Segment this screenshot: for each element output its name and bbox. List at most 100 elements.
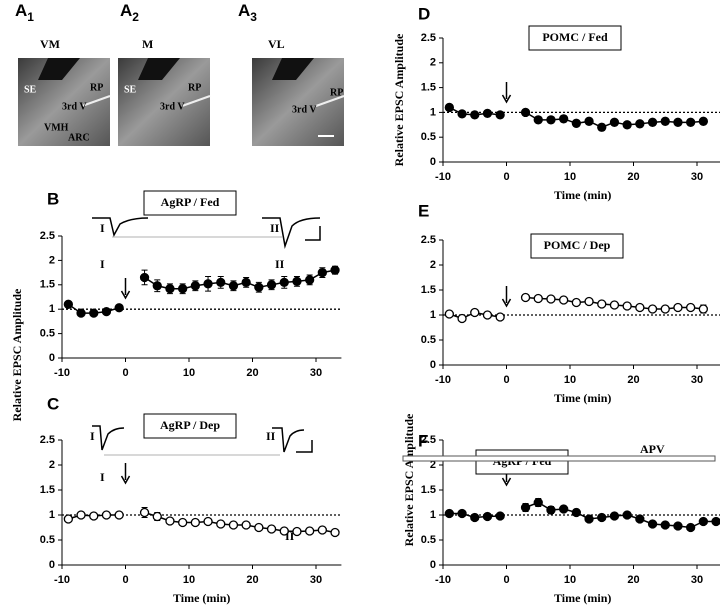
trace-label: I xyxy=(90,429,95,443)
trace xyxy=(262,217,321,249)
data-point xyxy=(533,293,543,304)
chart: 0 0.5 1 1.5 2 2.5 -10 0 10 20 30 POMC / Fed D Time (m… xyxy=(392,4,720,202)
data-point xyxy=(279,277,289,288)
scale-bar xyxy=(305,226,321,241)
data-point xyxy=(571,507,581,518)
data-point xyxy=(152,281,162,291)
chart-title: AgRP / Dep xyxy=(160,418,220,432)
data-point xyxy=(165,516,175,526)
image-label: RP xyxy=(90,82,103,93)
chart-title: POMC / Dep xyxy=(544,238,611,252)
data-point xyxy=(470,512,480,523)
data-point xyxy=(241,277,251,288)
data-point xyxy=(444,508,455,519)
data-point xyxy=(597,122,607,132)
data-point xyxy=(177,517,188,528)
data-point xyxy=(584,296,594,307)
chart-title: AgRP / Fed xyxy=(161,195,220,209)
data-point xyxy=(609,300,620,310)
trace xyxy=(92,217,149,238)
y-axis-label: Relative EPSC Amplitude xyxy=(402,413,416,546)
x-tick-label: -10 xyxy=(435,374,451,386)
data-point xyxy=(686,522,696,533)
x-tick-label: 20 xyxy=(246,367,258,379)
pipette xyxy=(81,95,111,107)
x-axis-label: Time (min) xyxy=(554,188,611,202)
data-point xyxy=(482,310,493,320)
x-tick-label: 20 xyxy=(627,574,639,586)
data-point xyxy=(330,527,340,538)
data-point xyxy=(520,107,531,118)
data-point xyxy=(63,514,73,524)
y-tick-label: 1 xyxy=(49,303,55,315)
data-point xyxy=(698,516,708,527)
region-label: VM xyxy=(40,37,60,51)
y-tick-label: 2.5 xyxy=(421,434,436,446)
data-point xyxy=(114,510,124,520)
region-label: M xyxy=(142,37,153,51)
data-point xyxy=(457,109,467,119)
image-label: 3rd V xyxy=(292,104,317,115)
data-point xyxy=(114,303,124,313)
y-tick-label: 1 xyxy=(430,309,436,321)
x-tick-label: 0 xyxy=(122,367,128,379)
title-box xyxy=(528,25,622,51)
data-point xyxy=(139,507,150,518)
x-tick-label: -10 xyxy=(54,367,70,379)
data-point xyxy=(520,502,531,513)
title-box xyxy=(530,233,624,259)
data-point xyxy=(76,510,86,520)
data-point xyxy=(101,306,112,317)
panel-label: D xyxy=(418,4,430,23)
image-label: 3rd V xyxy=(160,101,185,112)
trace-label: II xyxy=(266,429,276,443)
data-point xyxy=(317,267,328,278)
data-point xyxy=(177,284,188,294)
series-line xyxy=(525,501,717,529)
series-line xyxy=(144,269,336,290)
y-tick-label: 1 xyxy=(430,106,436,118)
data-point xyxy=(698,116,708,126)
x-tick-label: -10 xyxy=(435,574,451,586)
data-point xyxy=(711,516,720,527)
y-tick-label: 0.5 xyxy=(40,534,55,546)
data-point xyxy=(203,516,213,527)
data-point xyxy=(647,519,658,529)
panel-subscript: 2 xyxy=(132,10,139,24)
panel-letter: A xyxy=(238,1,250,20)
data-point xyxy=(203,279,213,289)
x-tick-label: 30 xyxy=(691,171,703,183)
data-point xyxy=(533,115,543,125)
data-point xyxy=(216,519,226,529)
x-tick-label: 0 xyxy=(503,574,509,586)
x-tick-label: 30 xyxy=(691,574,703,586)
x-tick-label: 10 xyxy=(183,367,195,379)
data-point xyxy=(76,308,86,318)
data-point xyxy=(673,117,683,127)
y-axis-label: Relative EPSC Amplitude xyxy=(392,33,406,166)
data-point xyxy=(292,526,302,537)
series-line xyxy=(144,511,336,534)
panel-label: A3 xyxy=(238,1,257,24)
y-tick-label: 2.5 xyxy=(421,32,436,44)
image-label: ARC xyxy=(68,132,90,143)
x-tick-label: -10 xyxy=(435,171,451,183)
y-tick-label: 1.5 xyxy=(421,82,436,94)
y-tick-label: 2.5 xyxy=(40,434,55,446)
annotation: APV xyxy=(640,442,665,456)
y-tick-label: 1.5 xyxy=(40,279,55,291)
image-label: VMH xyxy=(44,122,69,133)
data-point xyxy=(584,514,594,524)
data-point xyxy=(190,281,201,291)
data-point xyxy=(152,511,162,522)
x-tick-label: 10 xyxy=(564,574,576,586)
y-tick-label: 1.5 xyxy=(421,484,436,496)
image-label: 3rd V xyxy=(62,101,87,112)
data-point xyxy=(571,118,581,128)
data-point xyxy=(317,525,328,535)
data-point xyxy=(520,292,531,303)
y-tick-label: 0 xyxy=(430,359,436,371)
image-label: RP xyxy=(188,82,201,93)
